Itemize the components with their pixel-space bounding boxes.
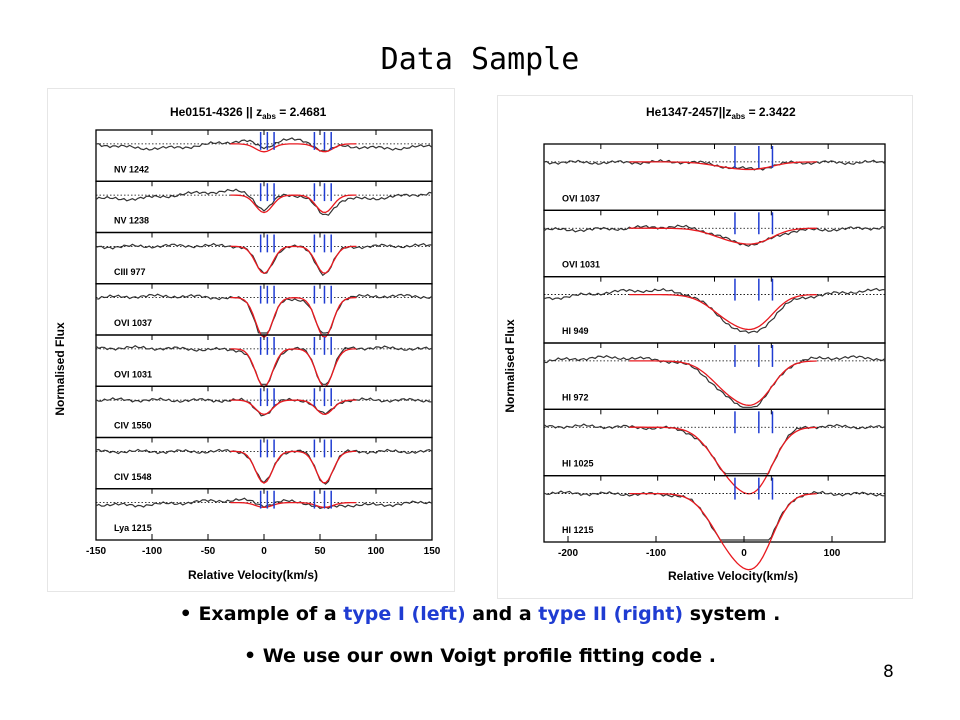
voigt-fit-curve [230, 296, 357, 339]
voigt-fit-curve [230, 399, 357, 416]
observed-spectrum [543, 355, 886, 408]
spectrum-panel: HI 1215 [543, 475, 886, 571]
spectrum-panel: HI 972 [543, 342, 886, 410]
transition-label: Lya 1215 [114, 523, 152, 533]
voigt-fit-curve [629, 426, 817, 495]
x-tick-label: -50 [201, 546, 216, 557]
transition-label: OVI 1031 [562, 260, 600, 270]
x-tick-label: -100 [646, 548, 666, 559]
transition-label: NV 1238 [114, 216, 149, 226]
caption-type-one: type I (left) [343, 603, 466, 625]
spectrum-panel: CIV 1550 [95, 385, 433, 439]
right-spectra-plot: He1347-2457||zabs = 2.3422 Normalised Fl… [503, 105, 886, 583]
x-tick-label: -200 [558, 548, 578, 559]
voigt-fit-curve [230, 450, 357, 484]
right-figure-header: He1347-2457||zabs = 2.3422 [646, 105, 796, 121]
x-axis: -200 -100 0 100 [558, 536, 841, 559]
slide-title: Data Sample [380, 42, 580, 77]
x-tick-label: 150 [424, 546, 441, 557]
spectrum-panel: OVI 1031 [543, 209, 886, 278]
type-one-spectra-figure: He0151-4326 || zabs = 2.4681 Normalised … [47, 88, 455, 592]
x-tick-label: -100 [142, 546, 162, 557]
caption-text-2: and a [465, 603, 539, 625]
transition-label: OVI 1031 [114, 369, 152, 379]
page-number: 8 [883, 662, 894, 682]
x-tick-label: 100 [824, 548, 841, 559]
panel-frame [543, 408, 886, 477]
spectrum-panel: CIV 1548 [95, 436, 433, 490]
left-spectra-plot: He0151-4326 || zabs = 2.4681 Normalised … [53, 105, 441, 582]
voigt-fit-curve [629, 293, 817, 331]
observed-spectrum [543, 159, 886, 171]
transition-label: NV 1242 [114, 164, 149, 174]
spectrum-panel: HI 1025 [543, 408, 886, 495]
observed-spectrum [95, 397, 433, 417]
x-tick-label: 0 [741, 548, 747, 559]
panel-frame [543, 475, 886, 543]
voigt-fit-curve [230, 143, 357, 153]
voigt-fit-curve [230, 501, 357, 509]
spectrum-panel: Lya 1215 [95, 488, 433, 541]
voigt-fit-curve [629, 360, 817, 406]
spectrum-panel: CIII 977 [95, 231, 433, 285]
spectrum-panel: OVI 1037 [95, 283, 433, 339]
observed-spectrum [543, 490, 886, 541]
x-tick-label: 0 [261, 546, 267, 557]
left-x-axis-label: Relative Velocity(km/s) [188, 568, 318, 582]
transition-label: CIV 1548 [114, 472, 152, 482]
spectrum-panel: HI 949 [543, 276, 886, 344]
voigt-fit-curve [629, 227, 817, 245]
voigt-fit-curve [230, 194, 357, 214]
voigt-fit-curve [230, 348, 357, 388]
spectrum-panel: OVI 1037 [543, 143, 886, 211]
transition-label: HI 949 [562, 326, 589, 336]
right-x-axis-label: Relative Velocity(km/s) [668, 569, 798, 583]
caption-bullet: • [179, 603, 192, 625]
spectrum-panel: NV 1242 [95, 129, 433, 182]
x-axis: -150 -100 -50 0 50 100 150 [86, 534, 441, 557]
panel-frame [543, 276, 886, 344]
left-figure-header: He0151-4326 || zabs = 2.4681 [170, 105, 327, 121]
transition-label: HI 1215 [562, 525, 594, 535]
observed-spectrum [95, 242, 433, 277]
spectrum-panel: OVI 1031 [95, 334, 433, 388]
transition-label: CIII 977 [114, 267, 146, 277]
voigt-fit-curve [629, 492, 817, 571]
observed-spectrum [95, 344, 433, 385]
caption-text-1: Example of a [198, 603, 344, 625]
type-two-spectra-figure: He1347-2457||zabs = 2.3422 Normalised Fl… [497, 95, 913, 599]
observed-spectrum [95, 293, 433, 334]
observed-spectrum [95, 137, 433, 152]
voigt-fit-curve [230, 245, 357, 275]
transition-label: OVI 1037 [562, 193, 600, 203]
spectrum-panel: NV 1238 [95, 180, 433, 234]
caption-type-two: type II (right) [538, 603, 684, 625]
transition-label: OVI 1037 [114, 318, 152, 328]
panel-frame [543, 342, 886, 410]
transition-label: CIV 1550 [114, 421, 152, 431]
x-tick-label: -150 [86, 546, 106, 557]
panel-frame [95, 231, 433, 285]
voigt-fit-curve [629, 161, 817, 171]
caption-type-example: • Example of a type I (left) and a type … [0, 603, 960, 625]
x-tick-label: 100 [368, 546, 385, 557]
observed-spectrum [95, 188, 433, 216]
caption-text-3: system . [683, 603, 781, 625]
observed-spectrum [543, 423, 886, 475]
right-y-axis-label: Normalised Flux [503, 319, 517, 413]
left-y-axis-label: Normalised Flux [53, 322, 67, 416]
x-tick-label: 50 [314, 546, 326, 557]
caption-voigt-fitting: • We use our own Voigt profile fitting c… [244, 645, 716, 667]
transition-label: HI 972 [562, 392, 589, 402]
transition-label: HI 1025 [562, 459, 594, 469]
